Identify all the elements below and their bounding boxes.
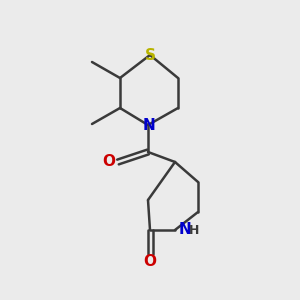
- Text: O: O: [103, 154, 116, 169]
- Text: H: H: [189, 224, 200, 236]
- Text: S: S: [145, 47, 155, 62]
- Text: N: N: [179, 223, 192, 238]
- Text: N: N: [142, 118, 155, 133]
- Text: O: O: [143, 254, 157, 269]
